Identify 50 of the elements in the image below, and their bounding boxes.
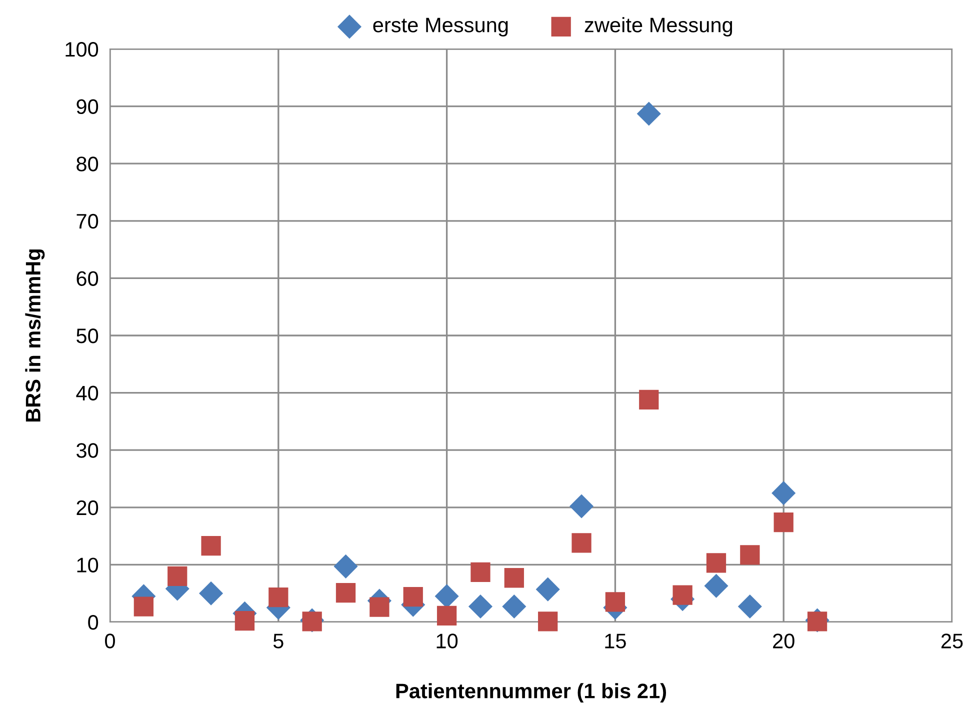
point [572,533,592,553]
point [201,536,221,556]
point [134,596,154,616]
point [268,588,288,608]
point [403,586,423,607]
point [672,585,692,605]
point [772,481,796,506]
y-tick-label: 80 [76,156,98,172]
point [470,562,490,582]
y-tick-label: 100 [66,42,98,57]
point [740,545,760,565]
point [168,566,188,586]
legend-label: zweite Messung [584,17,732,36]
y-tick-label: 0 [88,615,98,630]
x-tick-label: 25 [941,634,963,648]
point [234,611,255,631]
x-tick-label: 20 [773,634,794,648]
point [706,553,726,573]
point [502,594,526,619]
point [504,568,524,588]
y-tick-label: 90 [76,99,98,114]
x-tick-label: 5 [273,634,284,648]
point [336,582,356,603]
point [468,594,493,619]
x-tick-label: 0 [105,634,115,648]
y-tick-label: 40 [76,386,98,401]
y-tick-label: 10 [77,558,98,572]
point [704,574,728,598]
x-tick-label: 15 [605,634,626,648]
point [199,581,224,606]
point [605,592,626,612]
point [639,390,659,410]
point [774,512,794,532]
point [334,554,358,578]
point [536,577,560,602]
point [636,102,661,126]
y-tick-label: 30 [76,443,98,458]
point [538,612,558,632]
y-axis-title: BRS in ms/mmHg [25,249,45,422]
x-axis-title: Patientennummer (1 bis 21) [396,683,666,703]
legend-label: erste Messung [373,18,508,36]
x-tick-label: 10 [436,634,458,648]
point [436,606,457,626]
point [738,594,762,619]
y-tick-label: 60 [76,271,98,286]
point [569,494,594,518]
y-tick-label: 50 [76,328,98,344]
point [370,597,390,617]
y-tick-label: 20 [76,500,98,516]
y-tick-label: 70 [76,214,98,229]
